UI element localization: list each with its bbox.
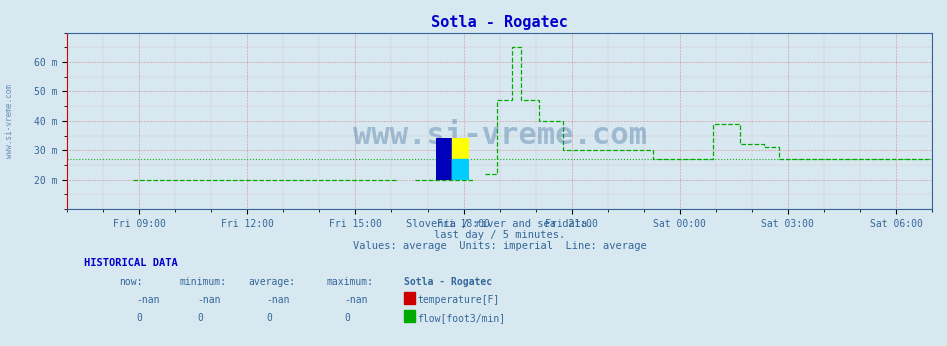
Text: -nan: -nan	[344, 295, 367, 305]
Text: 0: 0	[344, 313, 349, 323]
Bar	[436, 138, 453, 180]
Bar	[453, 159, 469, 180]
Text: minimum:: minimum:	[180, 276, 226, 286]
Text: last day / 5 minutes.: last day / 5 minutes.	[434, 230, 565, 240]
Bar	[453, 138, 469, 180]
Text: 0: 0	[266, 313, 272, 323]
Text: now:: now:	[119, 276, 143, 286]
Text: temperature[F]: temperature[F]	[418, 295, 500, 305]
Text: www.si-vreme.com: www.si-vreme.com	[5, 84, 14, 158]
Text: flow[foot3/min]: flow[foot3/min]	[418, 313, 506, 323]
Text: -nan: -nan	[266, 295, 290, 305]
Text: -nan: -nan	[197, 295, 221, 305]
Bar	[404, 310, 415, 322]
Text: maximum:: maximum:	[327, 276, 374, 286]
Title: Sotla - Rogatec: Sotla - Rogatec	[431, 15, 568, 30]
Text: Values: average  Units: imperial  Line: average: Values: average Units: imperial Line: av…	[352, 241, 647, 251]
Text: average:: average:	[249, 276, 295, 286]
Text: -nan: -nan	[136, 295, 160, 305]
Bar	[404, 292, 415, 304]
Text: Slovenia / river and sea data.: Slovenia / river and sea data.	[406, 219, 594, 229]
Text: 0: 0	[197, 313, 203, 323]
Text: www.si-vreme.com: www.si-vreme.com	[352, 120, 647, 149]
Text: HISTORICAL DATA: HISTORICAL DATA	[84, 258, 178, 268]
Text: 0: 0	[136, 313, 142, 323]
Text: Sotla - Rogatec: Sotla - Rogatec	[404, 276, 492, 286]
